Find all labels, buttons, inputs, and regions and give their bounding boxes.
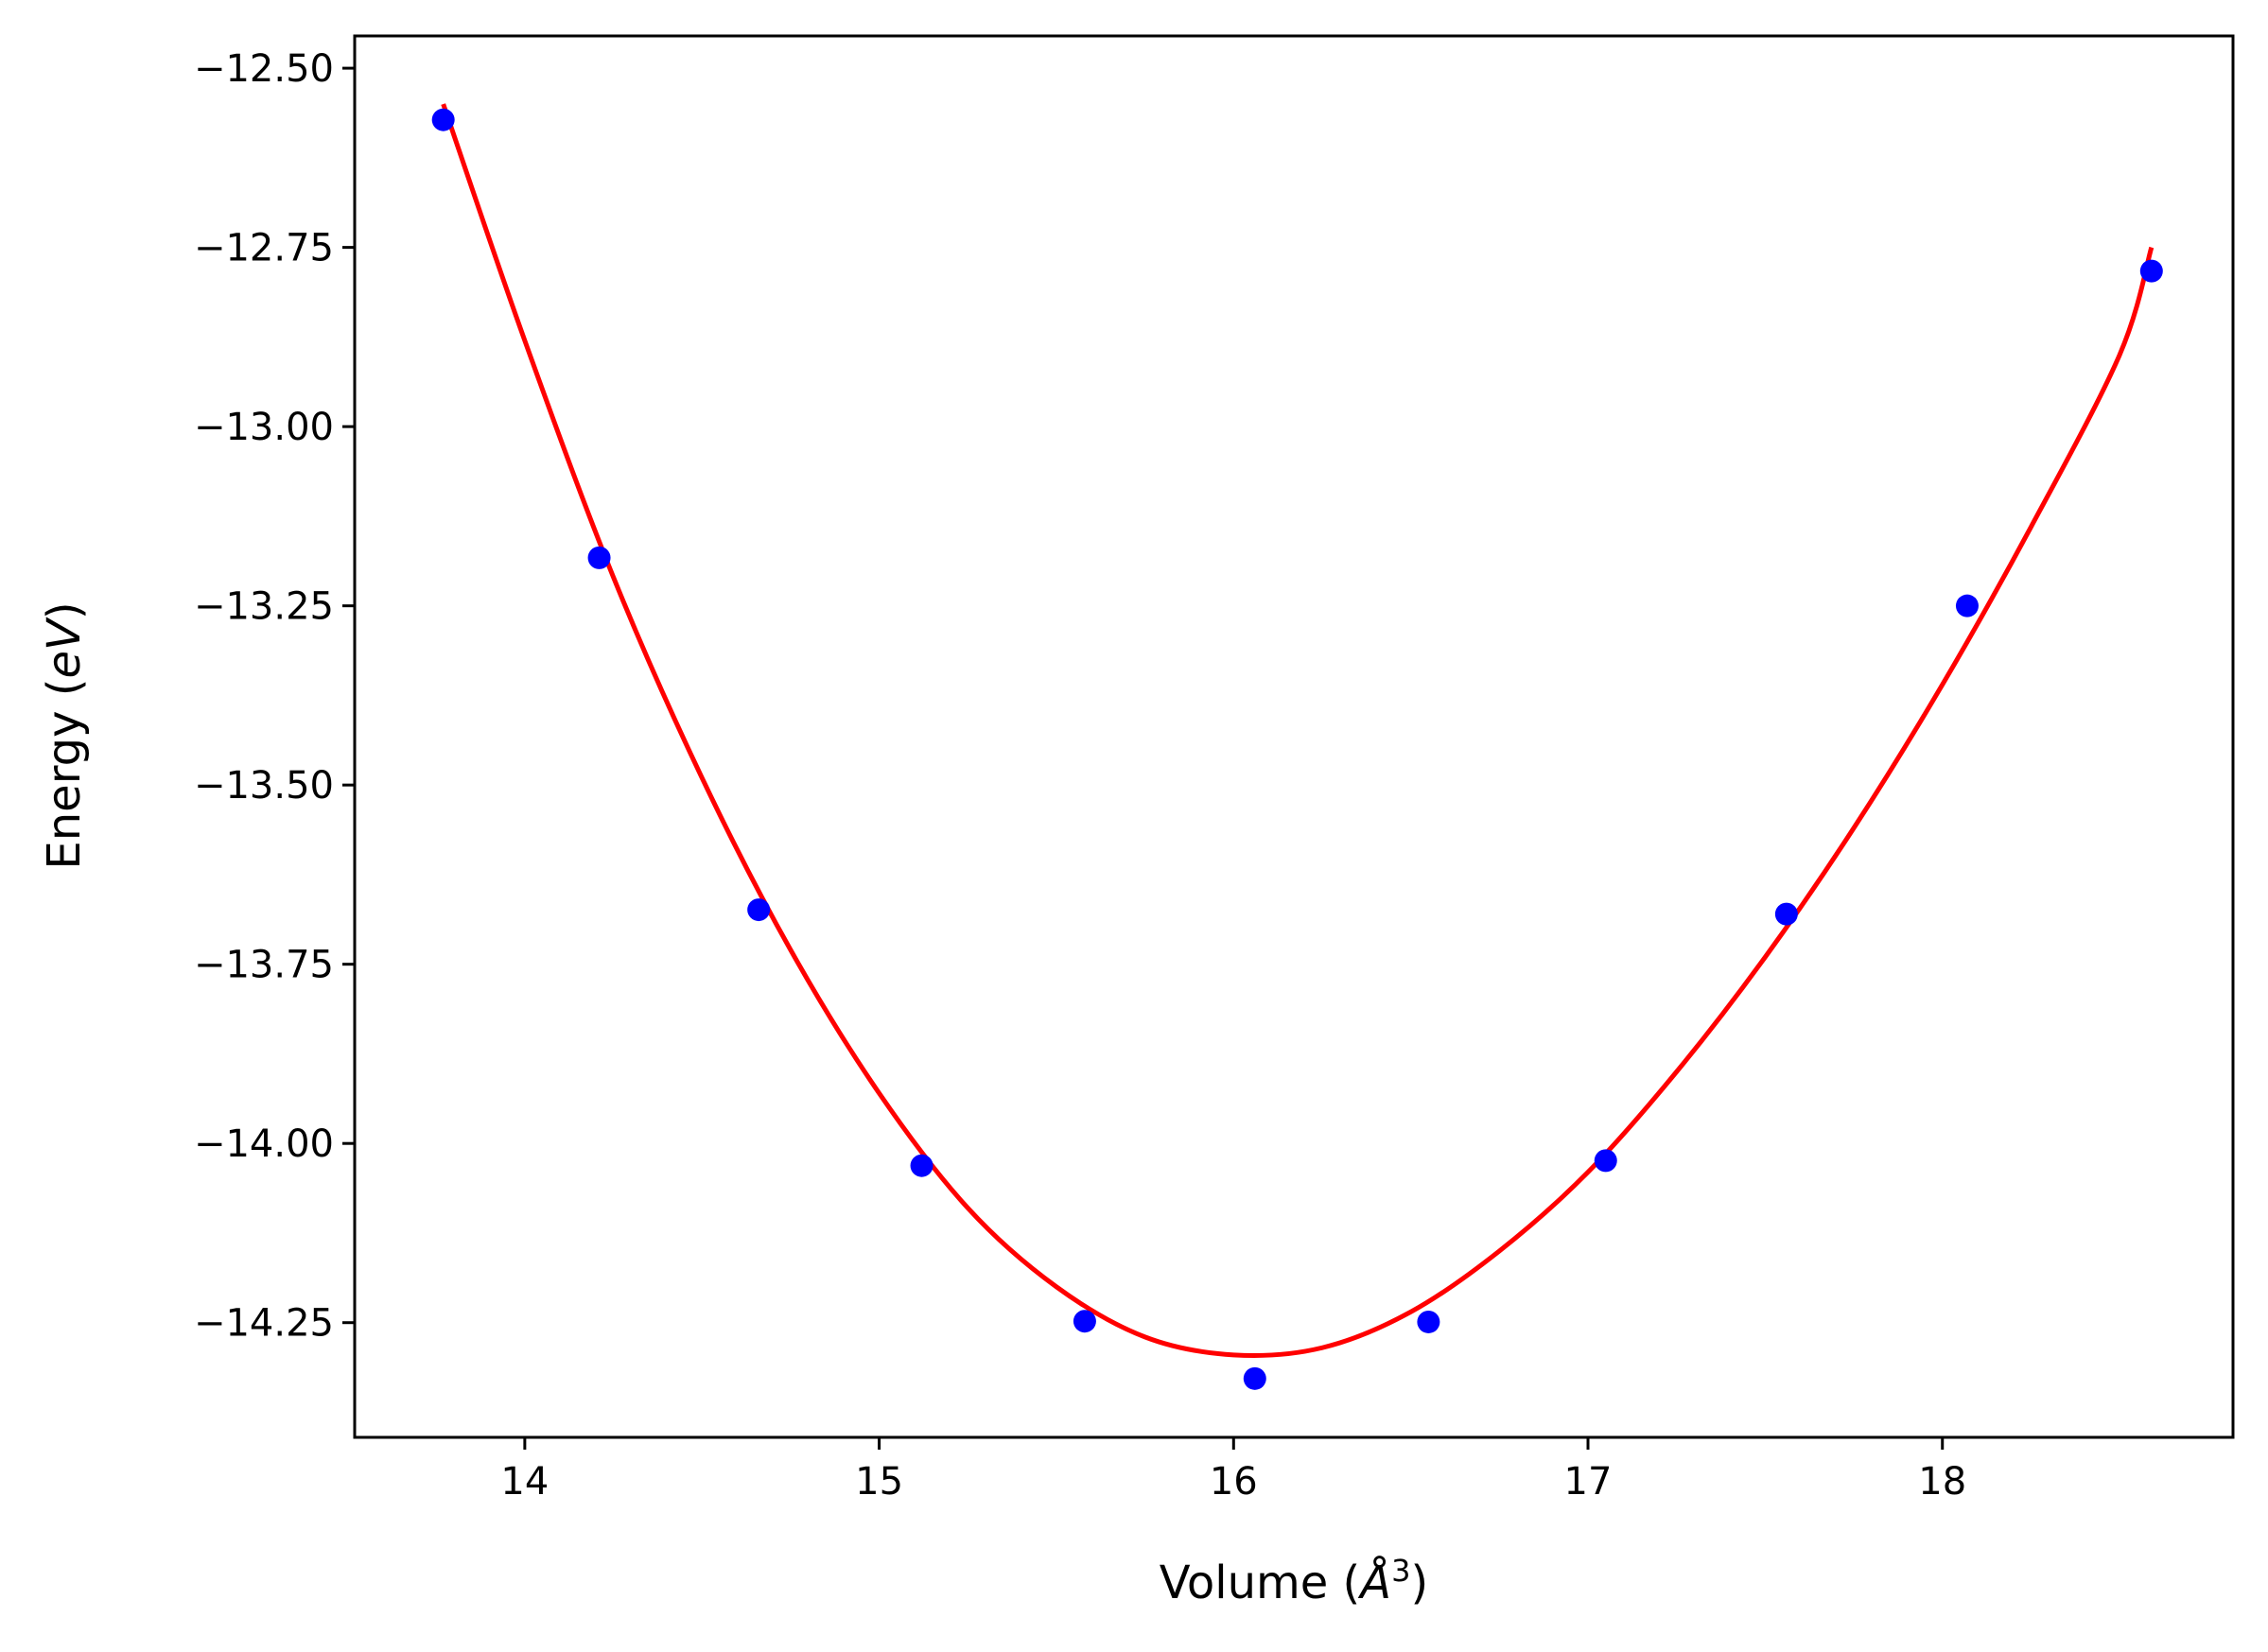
x-axis: 14 15 16 17 18 bbox=[500, 1437, 1966, 1504]
data-point bbox=[587, 546, 611, 569]
y-tick-label: −14.00 bbox=[194, 1122, 334, 1166]
data-point bbox=[2139, 259, 2163, 283]
data-point bbox=[1774, 902, 1798, 926]
data-point bbox=[747, 898, 771, 922]
y-tick-label: −13.75 bbox=[194, 944, 334, 987]
y-tick-label: −13.50 bbox=[194, 764, 334, 808]
data-point bbox=[910, 1154, 933, 1177]
data-point bbox=[431, 108, 455, 131]
data-points-layer bbox=[431, 108, 2163, 1390]
y-axis: −12.50 −12.75 −13.00 −13.25 −13.50 −13.75 −14.… bbox=[194, 47, 355, 1346]
fit-curve-layer bbox=[441, 103, 2155, 1358]
data-point bbox=[1417, 1310, 1440, 1333]
x-tick-label: 18 bbox=[1918, 1460, 1966, 1504]
y-tick-label: −14.25 bbox=[194, 1302, 334, 1346]
x-tick-label: 14 bbox=[500, 1460, 549, 1504]
y-tick-label: −12.75 bbox=[194, 227, 334, 270]
x-tick-label: 16 bbox=[1210, 1460, 1258, 1504]
data-point bbox=[1243, 1366, 1266, 1390]
x-tick-label: 15 bbox=[855, 1460, 903, 1504]
y-tick-label: −13.25 bbox=[194, 585, 334, 629]
y-tick-label: −13.00 bbox=[194, 406, 334, 449]
x-tick-label: 17 bbox=[1564, 1460, 1613, 1504]
data-point bbox=[1594, 1149, 1617, 1173]
x-axis-label: Volume (Å3) bbox=[1160, 1553, 1428, 1609]
data-point bbox=[1955, 594, 1979, 617]
fit-curve bbox=[441, 103, 2155, 1358]
data-point bbox=[1073, 1310, 1096, 1333]
y-axis-label: Energy (eV) bbox=[38, 601, 91, 869]
plot-frame bbox=[353, 34, 2235, 1439]
y-tick-label: −12.50 bbox=[194, 47, 334, 91]
